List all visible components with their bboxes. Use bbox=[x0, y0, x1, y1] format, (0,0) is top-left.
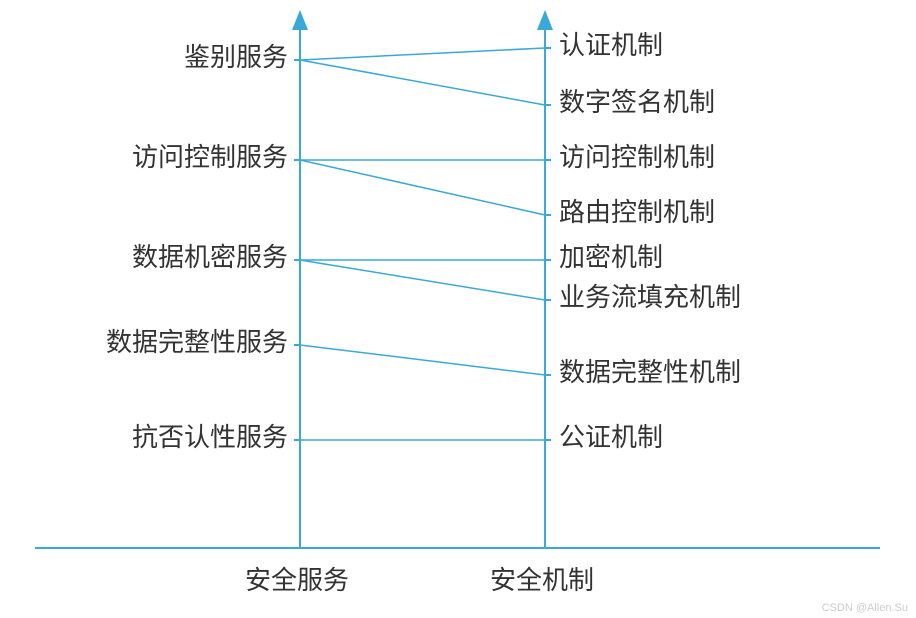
diagram-container: 鉴别服务访问控制服务数据机密服务数据完整性服务抗否认性服务 认证机制数字签名机制访… bbox=[0, 0, 916, 618]
service-label: 鉴别服务 bbox=[184, 45, 288, 71]
diagram-svg bbox=[0, 0, 916, 618]
watermark: CSDN @Allen.Su bbox=[822, 602, 908, 614]
service-label: 数据完整性服务 bbox=[106, 330, 288, 356]
right-axis-label: 安全机制 bbox=[490, 560, 594, 597]
mechanism-label: 加密机制 bbox=[559, 245, 663, 271]
service-label: 数据机密服务 bbox=[132, 245, 288, 271]
mechanism-label: 认证机制 bbox=[559, 33, 663, 59]
service-label: 抗否认性服务 bbox=[132, 425, 288, 451]
mechanism-label: 路由控制机制 bbox=[559, 200, 715, 226]
mechanism-label: 公证机制 bbox=[559, 425, 663, 451]
service-label: 访问控制服务 bbox=[132, 145, 288, 171]
mechanism-label: 数字签名机制 bbox=[559, 90, 715, 116]
left-axis-label: 安全服务 bbox=[245, 560, 349, 597]
mechanism-label: 访问控制机制 bbox=[559, 145, 715, 171]
mechanism-label: 数据完整性机制 bbox=[559, 360, 741, 386]
mechanism-label: 业务流填充机制 bbox=[559, 285, 741, 311]
